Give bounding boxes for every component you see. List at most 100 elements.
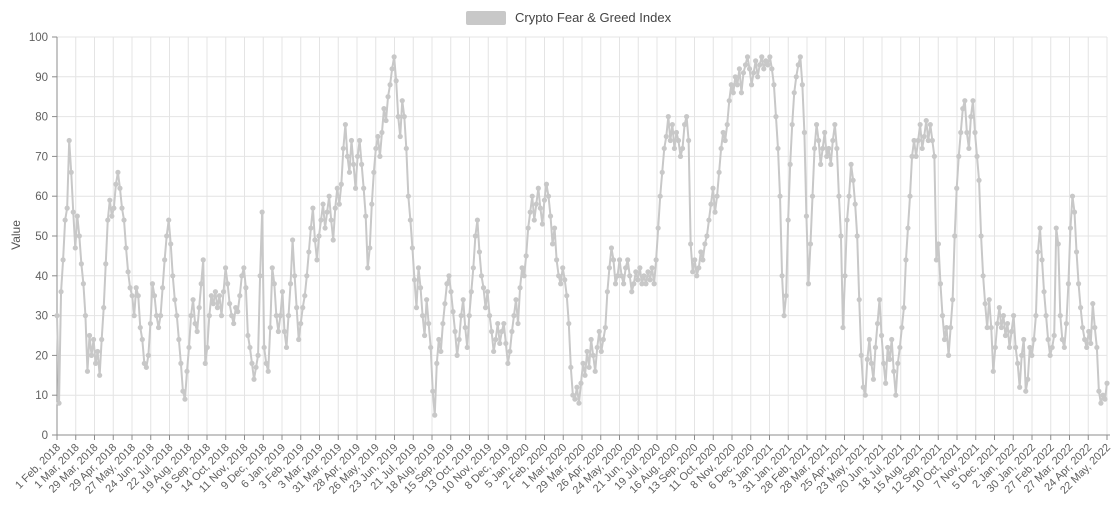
data-point[interactable] — [956, 153, 962, 159]
data-point[interactable] — [491, 348, 497, 355]
data-point[interactable] — [631, 281, 637, 287]
data-point[interactable] — [365, 265, 371, 271]
data-point[interactable] — [346, 169, 353, 175]
data-point[interactable] — [655, 225, 661, 231]
data-point[interactable] — [627, 273, 633, 279]
data-point[interactable] — [765, 62, 771, 68]
data-point[interactable] — [769, 66, 775, 72]
data-point[interactable] — [671, 145, 678, 152]
data-point[interactable] — [200, 257, 206, 263]
data-point[interactable] — [1045, 336, 1051, 343]
data-point[interactable] — [417, 285, 424, 291]
data-point[interactable] — [976, 177, 982, 183]
data-point[interactable] — [964, 129, 970, 136]
data-point[interactable] — [442, 301, 448, 307]
data-point[interactable] — [625, 257, 631, 263]
data-point[interactable] — [99, 336, 105, 343]
data-point[interactable] — [348, 137, 355, 144]
data-point[interactable] — [446, 273, 452, 279]
data-point[interactable] — [1094, 344, 1100, 351]
data-point[interactable] — [367, 245, 373, 251]
data-point[interactable] — [566, 320, 572, 327]
data-point[interactable] — [214, 305, 221, 311]
data-point[interactable] — [905, 225, 911, 231]
data-point[interactable] — [409, 245, 416, 251]
data-point[interactable] — [950, 297, 956, 303]
data-point[interactable] — [383, 117, 389, 124]
data-point[interactable] — [1010, 313, 1017, 319]
data-point[interactable] — [172, 297, 178, 303]
data-point[interactable] — [519, 265, 525, 271]
data-point[interactable] — [801, 129, 807, 136]
data-point[interactable] — [263, 360, 269, 366]
data-point[interactable] — [1082, 336, 1088, 343]
data-point[interactable] — [994, 320, 1000, 327]
data-point[interactable] — [777, 193, 783, 199]
data-point[interactable] — [239, 273, 245, 279]
data-point[interactable] — [1057, 313, 1063, 319]
data-point[interactable] — [521, 273, 527, 279]
data-point[interactable] — [759, 54, 765, 60]
data-point[interactable] — [322, 225, 328, 231]
data-point[interactable] — [850, 177, 856, 183]
data-point[interactable] — [350, 161, 357, 167]
data-point[interactable] — [174, 313, 180, 319]
data-point[interactable] — [403, 145, 409, 152]
data-point[interactable] — [231, 320, 237, 327]
data-point[interactable] — [939, 313, 946, 319]
data-point[interactable] — [702, 241, 708, 247]
data-point[interactable] — [133, 285, 139, 291]
data-point[interactable] — [635, 277, 641, 283]
data-point[interactable] — [432, 412, 438, 418]
data-point[interactable] — [838, 233, 844, 239]
data-point[interactable] — [513, 297, 519, 303]
data-point[interactable] — [478, 273, 485, 279]
data-point[interactable] — [318, 217, 324, 223]
data-point[interactable] — [669, 121, 675, 128]
data-point[interactable] — [434, 360, 440, 366]
data-point[interactable] — [570, 392, 576, 398]
data-point[interactable] — [338, 181, 344, 187]
data-point[interactable] — [275, 328, 281, 335]
data-point[interactable] — [306, 249, 312, 255]
data-point[interactable] — [151, 293, 158, 299]
data-point[interactable] — [708, 201, 714, 207]
data-point[interactable] — [915, 137, 921, 144]
data-point[interactable] — [919, 145, 925, 152]
data-point[interactable] — [72, 245, 78, 251]
data-point[interactable] — [1059, 336, 1065, 343]
data-point[interactable] — [820, 145, 826, 152]
data-point[interactable] — [781, 313, 787, 319]
data-point[interactable] — [1025, 376, 1031, 382]
data-point[interactable] — [899, 324, 905, 331]
data-point[interactable] — [771, 82, 777, 88]
data-point[interactable] — [830, 137, 836, 144]
data-point[interactable] — [998, 324, 1004, 331]
data-point[interactable] — [332, 205, 338, 211]
data-point[interactable] — [927, 121, 933, 128]
data-point[interactable] — [82, 313, 89, 319]
data-point[interactable] — [649, 265, 655, 271]
data-point[interactable] — [178, 360, 184, 366]
data-point[interactable] — [673, 129, 680, 136]
data-point[interactable] — [162, 257, 168, 263]
data-point[interactable] — [868, 360, 875, 366]
data-point[interactable] — [887, 356, 893, 362]
data-point[interactable] — [619, 273, 625, 279]
data-point[interactable] — [486, 313, 493, 319]
data-point[interactable] — [499, 328, 505, 335]
data-point[interactable] — [681, 121, 688, 128]
data-point[interactable] — [982, 301, 988, 307]
data-point[interactable] — [596, 328, 602, 335]
data-point[interactable] — [992, 344, 998, 351]
data-point[interactable] — [941, 336, 948, 343]
data-point[interactable] — [535, 185, 541, 191]
data-point[interactable] — [287, 281, 294, 287]
data-point[interactable] — [340, 145, 346, 152]
data-point[interactable] — [826, 145, 832, 152]
data-point[interactable] — [698, 249, 704, 255]
data-point[interactable] — [336, 201, 342, 207]
data-point[interactable] — [1053, 225, 1059, 231]
data-point[interactable] — [525, 225, 531, 231]
data-point[interactable] — [222, 265, 229, 271]
